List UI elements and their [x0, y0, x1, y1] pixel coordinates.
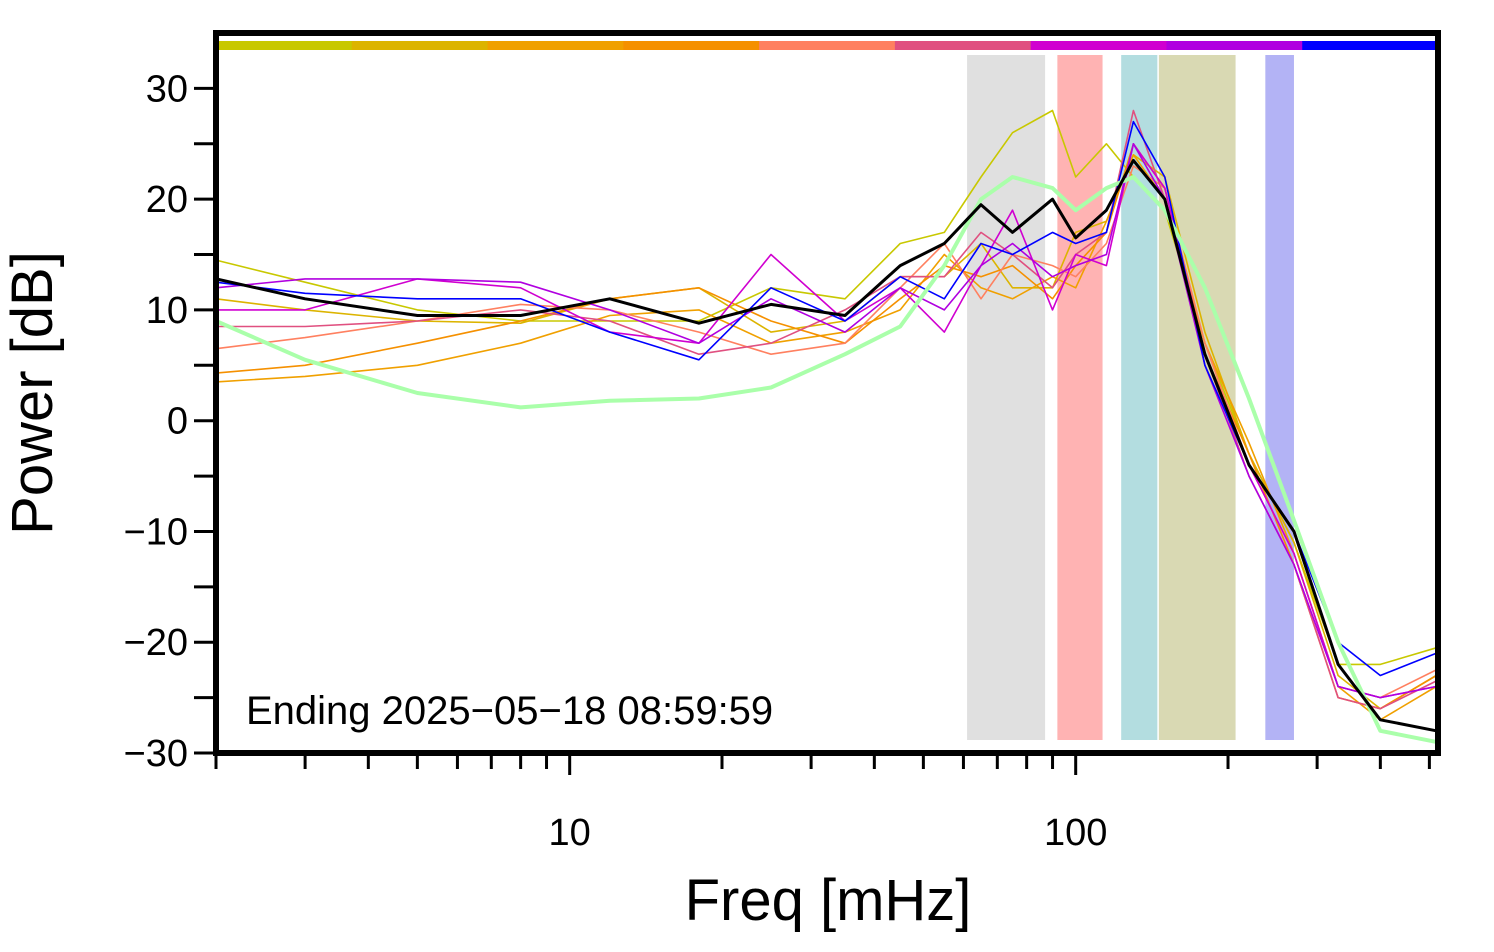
band	[1057, 55, 1103, 740]
x-tick-label: 10	[549, 812, 591, 854]
series-line	[215, 120, 1437, 677]
color-bar-segment	[351, 41, 489, 50]
axes: −30 −20 −10 0 10 20 30 10 100	[124, 30, 1441, 854]
color-bar-segment	[623, 41, 760, 50]
band	[967, 55, 1046, 740]
bands	[967, 55, 1294, 740]
plot-frame	[213, 30, 1441, 756]
y-tick-label: −30	[124, 733, 188, 775]
y-tick-label: 10	[146, 290, 188, 332]
band	[1265, 55, 1294, 740]
color-bar-segment	[759, 41, 896, 50]
y-tick-label: 0	[167, 401, 188, 443]
color-bar-segment	[487, 41, 624, 50]
y-tick-label: 20	[146, 179, 188, 221]
color-bar-segment	[1030, 41, 1167, 50]
x-axis-label: Freq [mHz]	[685, 868, 972, 933]
series-line	[215, 154, 1437, 721]
series-line	[216, 143, 1437, 699]
series-line	[215, 165, 1437, 699]
color-bar-segment	[216, 41, 353, 50]
lines	[215, 41, 1439, 744]
color-bar-segment	[1302, 41, 1439, 50]
series-line	[215, 175, 1437, 744]
y-tick-label: −10	[124, 511, 188, 553]
y-tick-label: 30	[146, 68, 188, 110]
y-axis-label: Power [dB]	[0, 251, 65, 535]
series-line	[215, 143, 1437, 699]
y-tick-label: −20	[124, 622, 188, 664]
series-line	[215, 154, 1437, 710]
color-bar-segment	[1166, 41, 1303, 50]
x-tick-label: 100	[1044, 812, 1107, 854]
annotation: Ending 2025−05−18 08:59:59	[246, 689, 773, 733]
series-line	[215, 143, 1437, 710]
series-line	[215, 158, 1437, 733]
color-bar-segment	[894, 41, 1032, 50]
band	[1121, 55, 1158, 740]
